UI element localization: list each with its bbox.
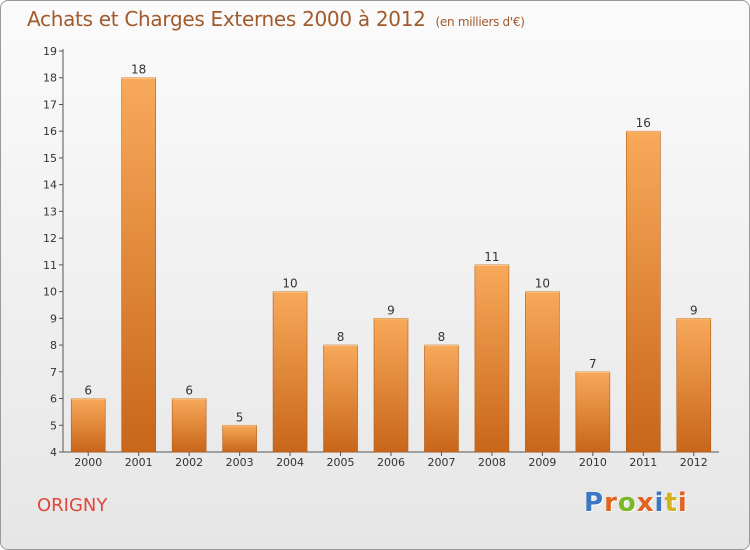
y-tick-label: 17 xyxy=(43,98,57,111)
bar xyxy=(323,344,358,453)
y-tick-label: 14 xyxy=(43,179,57,192)
bar xyxy=(121,77,156,453)
bar xyxy=(676,318,712,453)
y-tick-label: 13 xyxy=(43,205,57,218)
data-label: 6 xyxy=(84,384,92,398)
location-name: ORIGNY xyxy=(37,495,108,516)
data-label: 16 xyxy=(636,116,651,130)
bar xyxy=(575,371,611,453)
chart-title-main: Achats et Charges Externes 2000 à 2012 xyxy=(27,7,426,31)
logo-letter: t xyxy=(664,488,678,518)
y-tick-label: 9 xyxy=(50,312,57,325)
bar xyxy=(373,318,409,453)
x-tick-label: 2012 xyxy=(680,456,708,469)
x-tick-label: 2007 xyxy=(427,456,455,469)
chart-title-unit: (en milliers d'€) xyxy=(435,15,525,29)
y-tick-label: 19 xyxy=(43,45,57,58)
bar xyxy=(70,398,106,453)
bar xyxy=(525,291,560,453)
x-tick-label: 2008 xyxy=(478,456,506,469)
bar xyxy=(424,344,459,453)
data-label: 7 xyxy=(589,357,597,371)
logo-letter: i xyxy=(654,488,665,518)
x-tick-label: 2009 xyxy=(528,456,556,469)
y-tick-label: 5 xyxy=(50,419,57,432)
chart-title: Achats et Charges Externes 2000 à 2012 (e… xyxy=(27,7,525,31)
y-tick-label: 10 xyxy=(43,286,57,299)
data-label: 9 xyxy=(387,303,395,317)
bar xyxy=(474,264,510,453)
bar xyxy=(626,130,661,453)
x-tick-label: 2006 xyxy=(377,456,405,469)
logo-letter: r xyxy=(604,488,618,518)
x-tick-label: 2004 xyxy=(276,456,304,469)
data-label: 18 xyxy=(131,63,146,77)
y-tick-label: 16 xyxy=(43,125,57,138)
data-label: 10 xyxy=(535,277,550,291)
data-label: 11 xyxy=(484,250,499,264)
data-label: 8 xyxy=(337,330,345,344)
y-tick-label: 18 xyxy=(43,72,57,85)
x-tick-label: 2010 xyxy=(579,456,607,469)
data-label: 5 xyxy=(236,410,244,424)
bar xyxy=(222,424,257,453)
bar xyxy=(171,398,207,453)
y-tick-label: 7 xyxy=(50,366,57,379)
y-tick-label: 8 xyxy=(50,339,57,352)
x-tick-label: 2003 xyxy=(226,456,254,469)
data-label: 10 xyxy=(282,277,297,291)
y-tick-label: 4 xyxy=(50,446,57,459)
data-label: 9 xyxy=(690,303,698,317)
x-tick-label: 2011 xyxy=(629,456,657,469)
x-tick-label: 2002 xyxy=(175,456,203,469)
logo-letter: x xyxy=(636,488,655,518)
proxiti-logo: Proxiti xyxy=(584,488,688,518)
data-label: 8 xyxy=(438,330,446,344)
y-tick-label: 11 xyxy=(43,259,57,272)
logo-letter: i xyxy=(677,488,688,518)
x-tick-label: 2001 xyxy=(125,456,153,469)
y-tick-label: 6 xyxy=(50,393,57,406)
data-label: 6 xyxy=(185,384,193,398)
logo-letter: o xyxy=(617,488,637,518)
x-tick-label: 2000 xyxy=(74,456,102,469)
y-tick-label: 12 xyxy=(43,232,57,245)
logo-letter: P xyxy=(584,488,605,518)
y-tick-label: 15 xyxy=(43,152,57,165)
x-tick-label: 2005 xyxy=(327,456,355,469)
bar xyxy=(272,291,308,453)
